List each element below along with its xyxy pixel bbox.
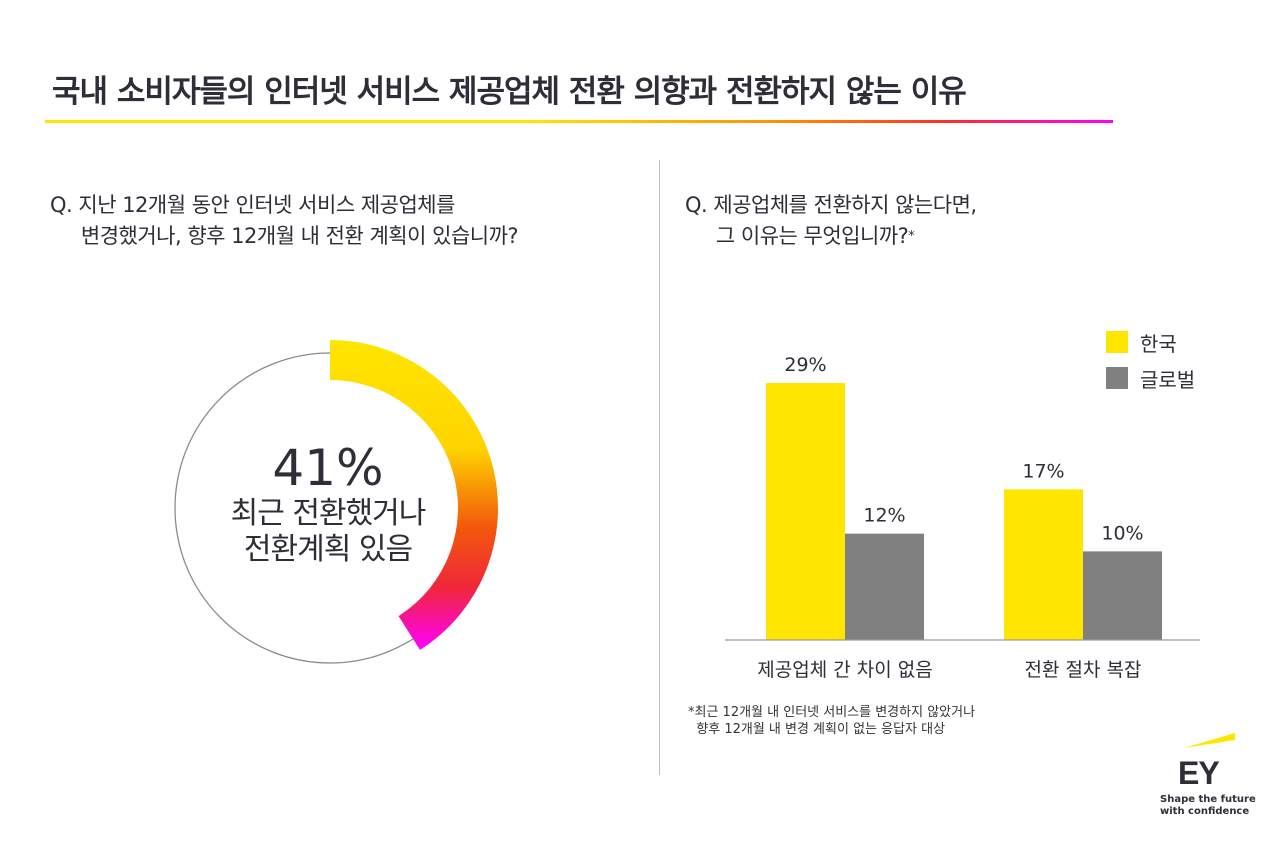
bar-korea-0	[766, 383, 845, 640]
bar-value-label: 12%	[863, 505, 905, 527]
right-question: Q. 제공업체를 전환하지 않는다면, 그 이유는 무엇입니까?*	[685, 190, 977, 252]
donut-value: 41%	[272, 439, 384, 497]
bar-global-1	[1083, 551, 1162, 640]
category-label: 제공업체 간 차이 없음	[757, 659, 932, 681]
category-label: 전환 절차 복잡	[1025, 659, 1142, 681]
legend-item-korea: 한국	[1106, 328, 1195, 356]
panel-divider	[659, 160, 660, 775]
donut-center-text: 41% 최근 전환했거나 전환계획 있음	[178, 440, 478, 568]
bar-value-label: 29%	[784, 354, 826, 376]
bar-value-label: 10%	[1101, 522, 1143, 544]
legend-swatch-korea	[1106, 331, 1128, 353]
page-title: 국내 소비자들의 인터넷 서비스 제공업체 전환 의향과 전환하지 않는 이유	[52, 74, 967, 110]
right-question-line1: Q. 제공업체를 전환하지 않는다면,	[685, 193, 977, 217]
donut-label-line1: 최근 전환했거나	[230, 496, 427, 531]
bar-value-label: 17%	[1022, 460, 1064, 482]
legend-item-global: 글로벌	[1106, 364, 1195, 392]
ey-logo: EY Shape the future with confidence	[1160, 730, 1256, 818]
question-asterisk: *	[908, 229, 915, 244]
donut-label-line2: 전환계획 있음	[243, 532, 413, 567]
bar-korea-1	[1004, 489, 1083, 640]
left-question: Q. 지난 12개월 동안 인터넷 서비스 제공업체를 변경했거나, 향후 12…	[50, 193, 519, 248]
title-gradient-rule	[45, 120, 1113, 123]
footnote: *최근 12개월 내 인터넷 서비스를 변경하지 않았거나 향후 12개월 내 …	[688, 705, 976, 737]
svg-text:EY: EY	[1178, 755, 1219, 790]
ey-tagline: Shape the future with confidence	[1160, 794, 1256, 817]
legend: 한국 글로벌	[1106, 328, 1195, 392]
legend-label-korea: 한국	[1140, 331, 1177, 356]
ey-beam-icon: EY	[1178, 733, 1235, 791]
bar-global-0	[845, 533, 924, 640]
right-question-line2: 그 이유는 무엇입니까?	[685, 224, 909, 248]
legend-label-global: 글로벌	[1140, 367, 1196, 392]
legend-swatch-global	[1106, 367, 1128, 389]
donut-arc-value	[330, 340, 498, 650]
